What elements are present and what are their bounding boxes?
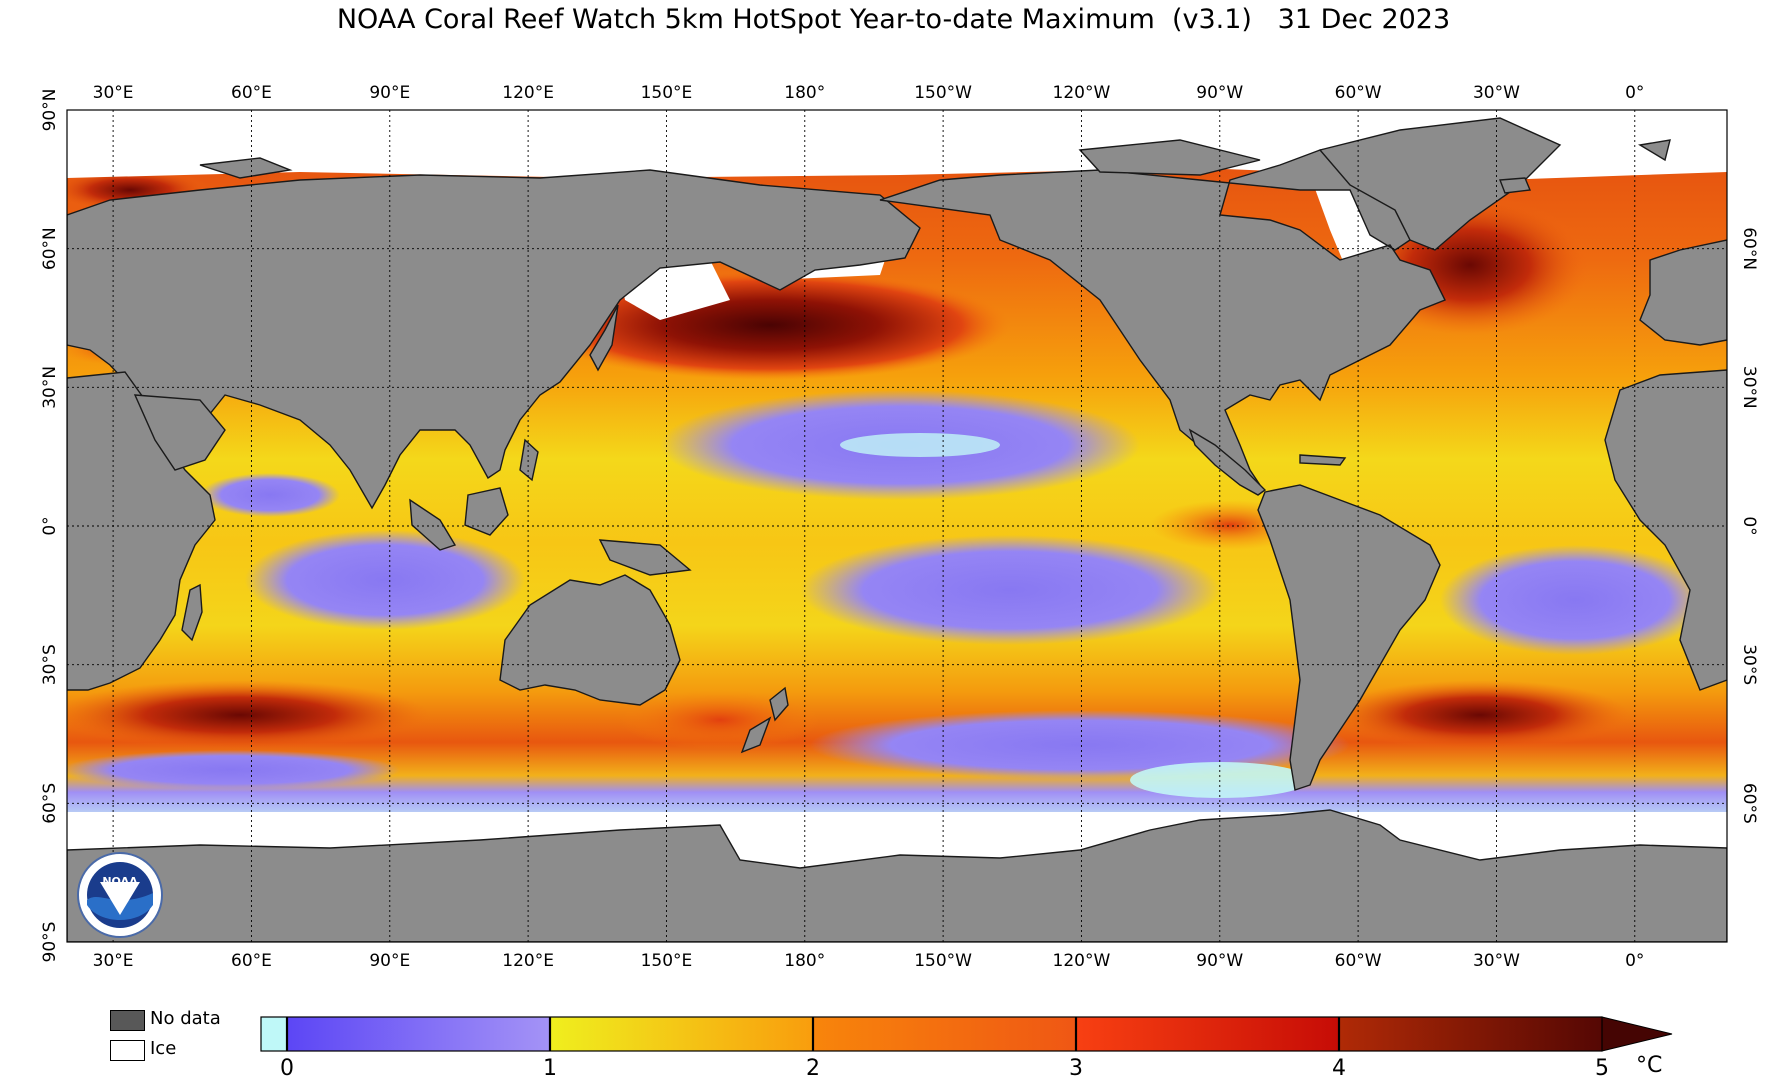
land-madagascar (181, 583, 203, 642)
lon-label: 90°E (369, 83, 410, 103)
lat-label-left: 0° (40, 516, 60, 535)
hot-zone-south-atlantic (1330, 680, 1630, 750)
land-europe-west (1639, 239, 1727, 346)
land-japan (589, 304, 619, 372)
lat-label-left: 60°S (40, 783, 60, 824)
hot-zone-south-indian (67, 680, 430, 750)
colorbar-segment-1-2 (550, 1017, 813, 1051)
colorbar-segment-0-1 (287, 1017, 550, 1051)
lon-label: 150°E (641, 83, 693, 103)
colorbar-tick-2: 2 (806, 1056, 820, 1081)
no-data-swatch (110, 1010, 145, 1031)
land-iceland (1499, 177, 1532, 194)
colorbar-tick-4: 4 (1332, 1056, 1346, 1081)
lon-label: 120°E (502, 83, 554, 103)
chart-title: NOAA Coral Reef Watch 5km HotSpot Year-t… (336, 4, 1451, 35)
lon-label: 60°W (1335, 951, 1382, 971)
lon-label: 60°E (231, 951, 272, 971)
gridlines (67, 110, 1727, 942)
land-masses (67, 117, 1727, 942)
land-new-zealand (740, 686, 789, 754)
cool-zone-indian-north (200, 473, 340, 517)
longitude-labels-top: 30°E 60°E 90°E 120°E 150°E 180° 150°W 120°W 90°W… (93, 83, 1645, 103)
lon-label: 90°E (369, 951, 410, 971)
lon-label: 60°W (1335, 83, 1382, 103)
land-greenland (1318, 117, 1562, 251)
land-sumatra (409, 498, 457, 551)
lon-label: 120°W (1053, 951, 1111, 971)
land-cuba (1299, 454, 1347, 466)
lon-label: 150°W (914, 83, 972, 103)
lat-label-right: 30°N (1739, 366, 1759, 409)
land-svalbard (1638, 139, 1671, 162)
colorbar-tick-0: 0 (280, 1056, 294, 1081)
land-arabia (133, 394, 226, 471)
land-west-africa (1604, 369, 1727, 691)
land-canadian-arctic (1078, 139, 1261, 176)
noaa-logo: NOAA (77, 852, 163, 938)
zero-zone-north-pacific (840, 433, 1000, 457)
lon-label: 180° (784, 951, 825, 971)
lon-label: 120°W (1053, 83, 1111, 103)
lon-label: 0° (1625, 83, 1644, 103)
lat-label-left: 60°N (40, 227, 60, 270)
land-mexico (1188, 428, 1267, 496)
ice-label: Ice (150, 1038, 177, 1059)
colorbar-segment-4-5 (1339, 1017, 1602, 1051)
land-antarctica (67, 809, 1727, 942)
cool-zone-south-pacific (800, 535, 1220, 645)
lon-label: 150°E (641, 951, 693, 971)
colorbar-extend-arrow (1601, 1016, 1673, 1052)
lon-label: 30°W (1473, 83, 1520, 103)
lon-label: 30°W (1473, 951, 1520, 971)
land-south-america (1257, 484, 1441, 791)
colorbar-unit: °C (1636, 1053, 1663, 1078)
no-data-label: No data (150, 1008, 221, 1029)
colorbar-tick-5: 5 (1595, 1056, 1609, 1081)
lon-label: 30°E (93, 951, 134, 971)
lon-label: 60°E (231, 83, 272, 103)
cool-zone-southern-indian (67, 750, 400, 790)
lat-label-left: 90°S (40, 922, 60, 963)
colorbar-zero-segment (260, 1016, 288, 1052)
lat-label-left: 30°S (40, 644, 60, 685)
lat-label-right: 60°S (1739, 783, 1759, 824)
longitude-labels-bottom: 30°E 60°E 90°E 120°E 150°E 180° 150°W 120°W 90°W… (93, 951, 1645, 971)
cool-zone-south-atlantic (1440, 545, 1710, 655)
land-australia (499, 574, 681, 706)
ice-swatch (110, 1040, 145, 1061)
latitude-labels-left: 90°N 60°N 30°N 0° 30°S 60°S 90°S (40, 89, 60, 963)
colorbar-outline (260, 1016, 1603, 1052)
lat-label-left: 90°N (40, 89, 60, 132)
lon-label: 120°E (502, 951, 554, 971)
lon-label: 0° (1625, 951, 1644, 971)
lat-label-right: 30°S (1739, 644, 1759, 685)
land-philippines (519, 438, 539, 482)
colorbar-segment-2-3 (813, 1017, 1076, 1051)
ice-arctic-top (67, 110, 1727, 152)
map-frame (66, 109, 1728, 943)
noaa-logo-text: NOAA (102, 875, 138, 888)
colorbar-tick-3: 3 (1069, 1056, 1083, 1081)
colorbar-tick-1: 1 (543, 1056, 557, 1081)
land-borneo (464, 487, 509, 536)
lat-label-right: 60°N (1739, 227, 1759, 270)
colorbar-segment-3-4 (1076, 1017, 1339, 1051)
cool-zone-indian-ocean (245, 530, 525, 630)
land-novaya-zemlya (199, 157, 293, 179)
lon-label: 90°W (1196, 83, 1243, 103)
hot-zone-tasman (620, 690, 820, 750)
lat-label-right: 0° (1739, 516, 1759, 535)
lon-label: 90°W (1196, 951, 1243, 971)
lat-label-left: 30°N (40, 366, 60, 409)
lon-label: 180° (784, 83, 825, 103)
colorbar (260, 1016, 1673, 1052)
lon-label: 150°W (914, 951, 972, 971)
lon-label: 30°E (93, 83, 134, 103)
latitude-labels-right: 60°N 30°N 0° 30°S 60°S (1739, 227, 1759, 824)
land-new-guinea (598, 539, 692, 576)
